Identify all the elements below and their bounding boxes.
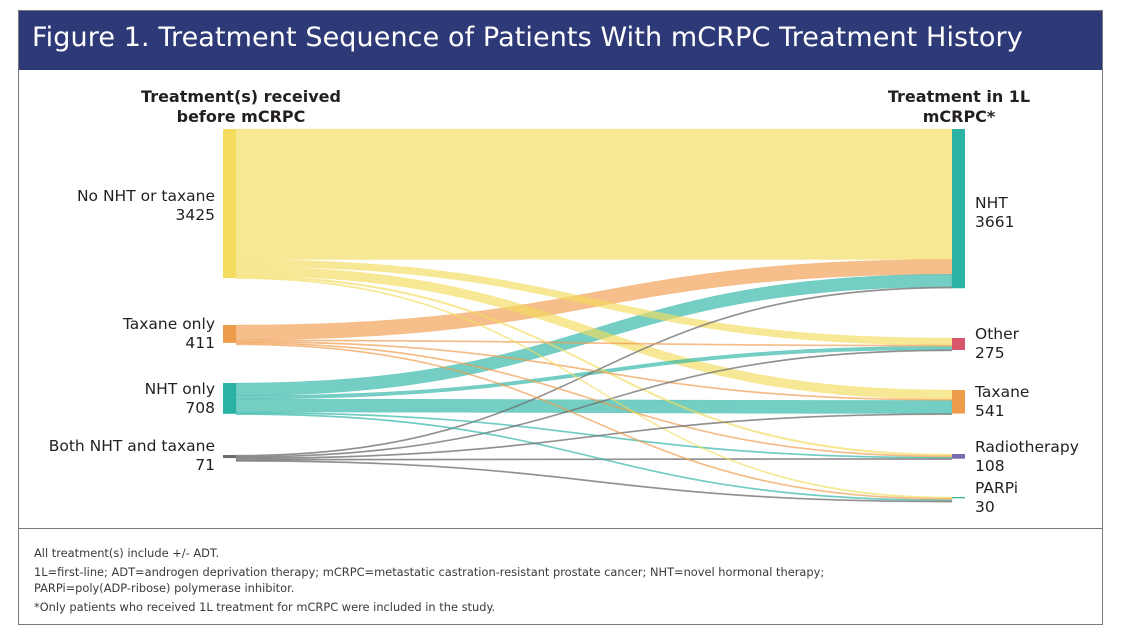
target-node-radio <box>952 454 965 459</box>
source-label-tax: Taxane only <box>122 315 215 333</box>
target-label-nht: NHT <box>975 194 1008 212</box>
source-count-none: 3425 <box>176 206 215 224</box>
title-bar: Figure 1. Treatment Sequence of Patients… <box>19 11 1102 70</box>
flow-both-to-Other <box>235 349 953 458</box>
sankey-flows <box>235 128 953 503</box>
source-node-tax <box>223 325 236 343</box>
target-count-radio: 108 <box>975 457 1005 475</box>
flow-nht-to-Taxane <box>235 398 953 414</box>
left-header-line2: before mCRPC <box>177 107 306 126</box>
right-header-line1: Treatment in 1L <box>888 87 1030 106</box>
source-label-both: Both NHT and taxane <box>49 437 215 455</box>
source-count-tax: 411 <box>185 334 215 352</box>
footnote-1: All treatment(s) include +/- ADT. <box>34 546 220 560</box>
target-label-other: Other <box>975 325 1020 343</box>
footer-divider <box>19 528 1102 529</box>
source-count-nht: 708 <box>185 399 215 417</box>
right-header-line2: mCRPC* <box>923 107 996 126</box>
flow-tax-to-PARPi <box>235 343 953 500</box>
source-label-nht: NHT only <box>145 380 215 398</box>
footnote-4: *Only patients who received 1L treatment… <box>34 600 496 614</box>
sankey-nodes <box>223 129 965 499</box>
target-node-other <box>952 338 965 350</box>
figure-title: Figure 1. Treatment Sequence of Patients… <box>32 22 1023 53</box>
footnote-2: 1L=first-line; ADT=androgen deprivation … <box>34 565 825 579</box>
target-count-parpi: 30 <box>975 498 995 516</box>
flow-both-to-PARPi <box>235 460 953 503</box>
target-count-other: 275 <box>975 344 1005 362</box>
target-node-nht <box>952 129 965 289</box>
flow-none-to-NHT <box>235 128 953 260</box>
target-node-taxane <box>952 390 965 414</box>
target-count-nht: 3661 <box>975 213 1014 231</box>
flow-both-to-Taxane <box>235 413 953 460</box>
flow-both-to-Radio <box>235 458 953 461</box>
flow-nht-to-Radio <box>235 411 953 459</box>
target-count-taxane: 541 <box>975 402 1005 420</box>
target-label-radio: Radiotherapy <box>975 438 1079 456</box>
figure-frame: Figure 1. Treatment Sequence of Patients… <box>18 10 1103 625</box>
left-header-line1: Treatment(s) received <box>141 87 341 106</box>
source-label-none: No NHT or taxane <box>77 187 215 205</box>
flow-both-to-NHT <box>235 286 953 457</box>
footnote-3: PARPi=poly(ADP-ribose) polymerase inhibi… <box>34 581 295 595</box>
target-node-parpi <box>952 497 965 499</box>
source-node-both <box>223 455 236 459</box>
source-count-both: 71 <box>195 456 215 474</box>
target-label-parpi: PARPi <box>975 479 1018 497</box>
source-node-none <box>223 129 236 278</box>
target-label-taxane: Taxane <box>974 383 1029 401</box>
source-node-nht <box>223 383 236 414</box>
